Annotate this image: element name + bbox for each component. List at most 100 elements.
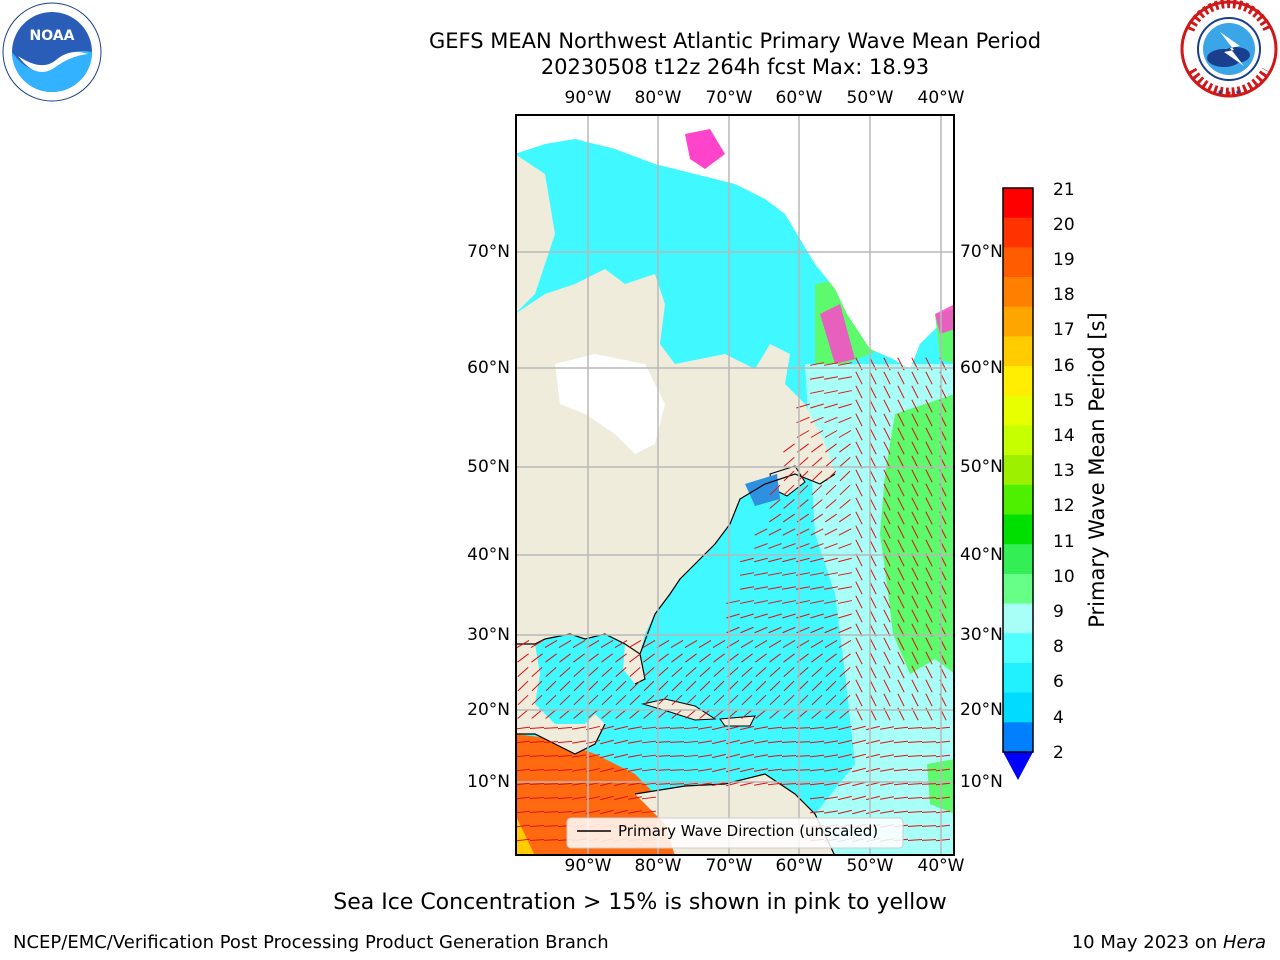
wave-arrow <box>838 781 852 787</box>
wave-arrow <box>543 727 559 729</box>
wave-arrow <box>810 376 824 380</box>
wave-arrow <box>811 443 823 453</box>
wave-arrow <box>545 680 557 692</box>
wave-arrow <box>809 782 825 786</box>
wave-arrow <box>869 427 877 441</box>
wave-arrow <box>809 810 825 814</box>
colorbar-segment <box>1003 484 1033 516</box>
wave-arrow <box>713 694 725 706</box>
wave-arrow <box>855 553 863 567</box>
wave-arrow <box>573 709 585 719</box>
wave-arrow <box>713 680 725 692</box>
wave-arrow <box>897 567 905 581</box>
wave-arrow <box>935 838 951 842</box>
wave-arrow <box>824 626 838 634</box>
wave-arrow <box>838 809 852 815</box>
wave-arrow <box>869 665 877 679</box>
wave-arrow <box>921 783 937 785</box>
wave-arrow <box>628 640 642 648</box>
wave-arrow <box>911 371 919 385</box>
wave-arrow <box>935 754 951 758</box>
wave-arrow <box>883 539 891 553</box>
wave-arrow <box>767 782 783 786</box>
wave-arrow <box>557 810 573 814</box>
wave-arrow <box>754 528 768 536</box>
colorbar-tick: 19 <box>1053 250 1075 270</box>
wave-arrow <box>643 666 655 678</box>
footer-date: 10 May 2023 on Hera <box>1072 932 1266 953</box>
wave-arrow <box>883 427 891 441</box>
wave-arrow <box>855 399 863 413</box>
wave-arrow <box>685 653 697 663</box>
wave-arrow <box>641 810 657 814</box>
wave-arrow <box>855 693 863 707</box>
wave-arrow <box>869 693 877 707</box>
wave-arrow <box>897 455 905 469</box>
wave-arrow <box>740 557 754 563</box>
wave-arrow <box>557 740 573 744</box>
wave-arrow <box>838 416 852 424</box>
wave-arrow <box>880 782 894 786</box>
wave-arrow <box>921 797 937 799</box>
lon-tick-bottom: 40°W <box>917 856 965 876</box>
wave-arrow <box>768 600 782 604</box>
wave-arrow <box>587 666 599 678</box>
wave-arrow <box>925 595 933 609</box>
wave-arrow <box>628 768 642 772</box>
wave-arrow <box>825 694 837 706</box>
wave-arrow <box>838 795 852 801</box>
wave-arrow <box>935 796 951 800</box>
lat-tick-left: 70°N <box>467 242 510 262</box>
wave-arrow <box>543 783 559 785</box>
wave-arrow <box>855 637 863 651</box>
lon-tick-bottom: 90°W <box>564 856 612 876</box>
wave-arrow <box>883 441 891 455</box>
wave-arrow <box>869 455 877 469</box>
wave-arrow <box>893 796 909 800</box>
colorbar-tick: 16 <box>1053 356 1075 376</box>
colorbar-segment <box>1003 425 1033 456</box>
wave-arrow <box>754 726 768 730</box>
wave-arrow <box>925 413 933 427</box>
wave-arrow <box>883 371 891 385</box>
wave-arrow <box>825 653 837 663</box>
wave-arrow <box>740 613 754 619</box>
wave-arrow <box>768 557 782 563</box>
wave-arrow <box>614 640 628 648</box>
wave-arrow <box>824 430 838 438</box>
wave-arrow <box>824 586 838 590</box>
hudson-bay <box>555 354 665 454</box>
wave-arrow <box>811 709 823 719</box>
wave-arrow <box>893 768 909 772</box>
wave-arrow <box>783 443 795 453</box>
wave-arrow <box>587 680 599 692</box>
wave-arrow <box>615 666 627 678</box>
wave-arrow <box>897 427 905 441</box>
wave-arrow <box>869 399 877 413</box>
wave-arrow <box>543 839 559 841</box>
wave-arrow <box>883 679 891 693</box>
wave-arrow <box>769 499 781 509</box>
wave-arrow <box>531 709 543 719</box>
wave-arrow <box>769 709 781 719</box>
wave-arrow <box>628 754 642 758</box>
wave-arrow <box>754 586 768 590</box>
wave-arrow <box>657 694 669 706</box>
wave-arrow <box>869 637 877 651</box>
wave-arrow <box>935 824 951 828</box>
wave-arrow <box>669 741 685 743</box>
wave-arrow <box>768 528 782 536</box>
colorbar-segment <box>1003 217 1033 248</box>
wave-arrow <box>515 754 531 758</box>
wave-arrow <box>515 796 531 800</box>
wave-arrow <box>782 600 796 604</box>
wave-arrow <box>543 811 559 813</box>
wave-arrow <box>883 637 891 651</box>
wave-arrow <box>698 782 712 786</box>
wave-arrow <box>811 666 823 678</box>
colorbar-tick: 2 <box>1053 743 1064 763</box>
wave-arrow <box>897 539 905 553</box>
wave-arrow <box>852 767 866 773</box>
wave-arrow <box>838 376 852 380</box>
wave-arrow <box>530 640 544 648</box>
